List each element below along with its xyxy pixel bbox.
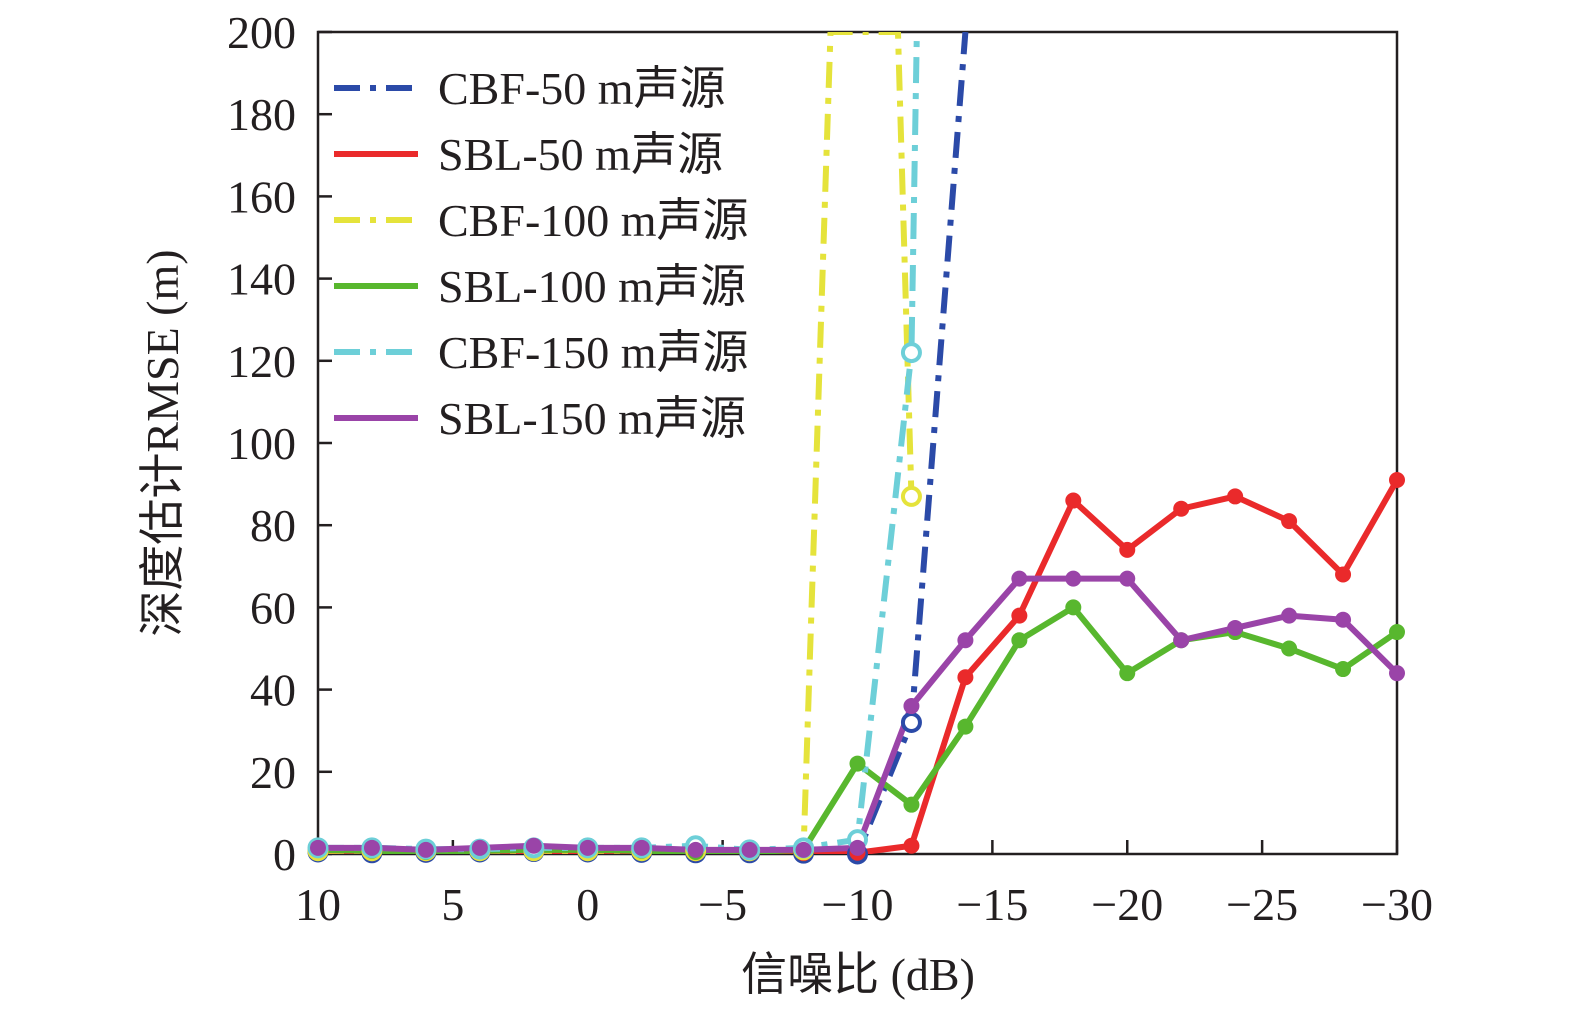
legend-label-3: CBF-100 m声源: [438, 195, 749, 246]
y-tick-label: 40: [250, 665, 296, 716]
series-line-6: [318, 575, 1397, 853]
series-6-point: [1335, 611, 1352, 628]
series-2-point: [1281, 513, 1298, 530]
series-4-point: [1389, 624, 1405, 641]
series-2-point: [903, 837, 920, 854]
series-4-point: [849, 755, 866, 772]
series-6-point: [417, 841, 434, 858]
y-tick-label: 160: [227, 171, 296, 222]
series-6-point: [687, 841, 704, 858]
series-1-point: [900, 711, 922, 733]
marker-layer: [307, 342, 1405, 865]
y-tick-label: 140: [227, 254, 296, 305]
series-6-point: [1119, 570, 1136, 587]
series-2-point: [1389, 471, 1405, 488]
series-6-point: [795, 841, 812, 858]
series-4-point: [1119, 665, 1136, 682]
series-2-point: [1227, 488, 1244, 505]
x-tick-label: −20: [1091, 879, 1163, 930]
x-tick-label: 5: [441, 879, 464, 930]
x-tick-label: −25: [1226, 879, 1298, 930]
x-tick-label: −5: [698, 879, 747, 930]
x-tick-label: 0: [576, 879, 599, 930]
x-tick-label: −15: [956, 879, 1028, 930]
series-line-2: [318, 478, 1397, 854]
series-2-point: [1335, 566, 1352, 583]
series-6-point: [1389, 665, 1405, 682]
series-6-point: [1065, 570, 1082, 587]
legend-label-2: SBL-50 m声源: [438, 129, 723, 180]
y-tick-label: 120: [227, 336, 296, 387]
series-6-point: [741, 841, 758, 858]
series-6-point: [957, 632, 974, 649]
series-4-point: [903, 796, 920, 813]
series-3-point: [900, 485, 922, 507]
series-2-point: [1173, 500, 1190, 517]
series-6-point: [471, 839, 488, 856]
series-6-point: [633, 839, 650, 856]
series-5-point: [900, 342, 922, 364]
series-6-point: [849, 839, 866, 856]
series-4-point: [1011, 632, 1028, 649]
y-axis-title: 深度估计RMSE (m): [137, 249, 188, 636]
x-tick-label: 10: [295, 879, 341, 930]
series-4-point: [1335, 661, 1352, 678]
x-axis-title: 信噪比 (dB): [741, 949, 975, 1000]
y-tick-label: 200: [227, 7, 296, 58]
series-6-point: [1281, 607, 1298, 624]
legend-label-5: CBF-150 m声源: [438, 327, 749, 378]
series-2-point: [1119, 541, 1136, 558]
y-axis-ticks: 0 20 40 60 80 100 120 140 160 180 200: [227, 7, 332, 880]
series-line-4: [318, 604, 1397, 854]
x-tick-label: −30: [1361, 879, 1433, 930]
series-2-point: [957, 669, 974, 686]
y-tick-label: 0: [273, 829, 296, 880]
y-tick-label: 60: [250, 582, 296, 633]
legend-label-1: CBF-50 m声源: [438, 63, 726, 114]
y-tick-label: 20: [250, 747, 296, 798]
series-6-point: [525, 837, 542, 854]
legend-label-6: SBL-150 m声源: [438, 393, 746, 444]
x-axis-ticks: 10 5 0 −5 −10 −15 −20 −25 −30: [295, 840, 1433, 930]
series-6-point: [1173, 632, 1190, 649]
series-6-point: [310, 839, 326, 856]
series-6-point: [363, 839, 380, 856]
series-4-point: [1281, 640, 1298, 657]
y-tick-label: 180: [227, 89, 296, 140]
series-2-point: [1011, 607, 1028, 624]
series-6-point: [903, 698, 920, 715]
series-4-point: [1065, 599, 1082, 616]
series-4-point: [957, 718, 974, 735]
series-6-point: [1227, 619, 1244, 636]
series-6-point: [579, 839, 596, 856]
x-tick-label: −10: [822, 879, 894, 930]
series-2-point: [1065, 492, 1082, 509]
y-tick-label: 100: [227, 418, 296, 469]
y-tick-label: 80: [250, 500, 296, 551]
series-6-point: [1011, 570, 1028, 587]
legend-label-4: SBL-100 m声源: [438, 261, 746, 312]
legend: CBF-50 m声源 SBL-50 m声源 CBF-100 m声源 SBL-100 m…: [334, 63, 749, 444]
